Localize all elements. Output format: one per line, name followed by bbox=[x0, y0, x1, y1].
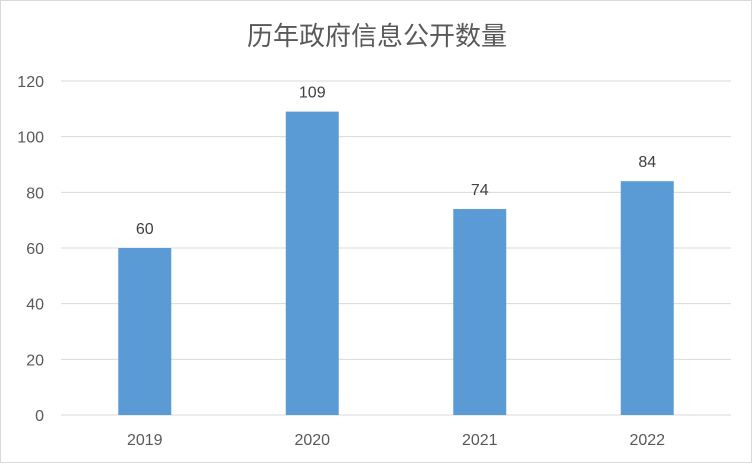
bar-2019 bbox=[118, 248, 172, 415]
data-label-2019: 60 bbox=[136, 221, 154, 238]
bar-2022 bbox=[620, 181, 674, 415]
data-labels: 60 109 74 84 bbox=[136, 85, 656, 238]
x-axis-ticks: 2019 2020 2021 2022 bbox=[127, 432, 665, 449]
y-tick-label: 40 bbox=[26, 297, 44, 314]
data-label-2021: 74 bbox=[471, 182, 489, 199]
data-label-2022: 84 bbox=[638, 154, 656, 171]
x-tick-label: 2022 bbox=[629, 432, 665, 449]
x-tick-label: 2019 bbox=[127, 432, 163, 449]
y-tick-label: 60 bbox=[26, 241, 44, 258]
y-tick-label: 20 bbox=[26, 352, 44, 369]
x-tick-label: 2020 bbox=[294, 432, 330, 449]
chart-title: 历年政府信息公开数量 bbox=[247, 22, 507, 52]
data-label-2020: 109 bbox=[299, 85, 326, 102]
y-tick-label: 120 bbox=[17, 74, 44, 91]
bars bbox=[118, 111, 674, 415]
y-tick-label: 0 bbox=[35, 408, 44, 425]
x-tick-label: 2021 bbox=[462, 432, 498, 449]
bar-2021 bbox=[453, 209, 507, 415]
y-tick-label: 100 bbox=[17, 130, 44, 147]
y-axis-ticks: 0 20 40 60 80 100 120 bbox=[17, 74, 44, 425]
y-tick-label: 80 bbox=[26, 185, 44, 202]
grid-lines bbox=[61, 80, 731, 416]
bar-2020 bbox=[285, 111, 339, 415]
